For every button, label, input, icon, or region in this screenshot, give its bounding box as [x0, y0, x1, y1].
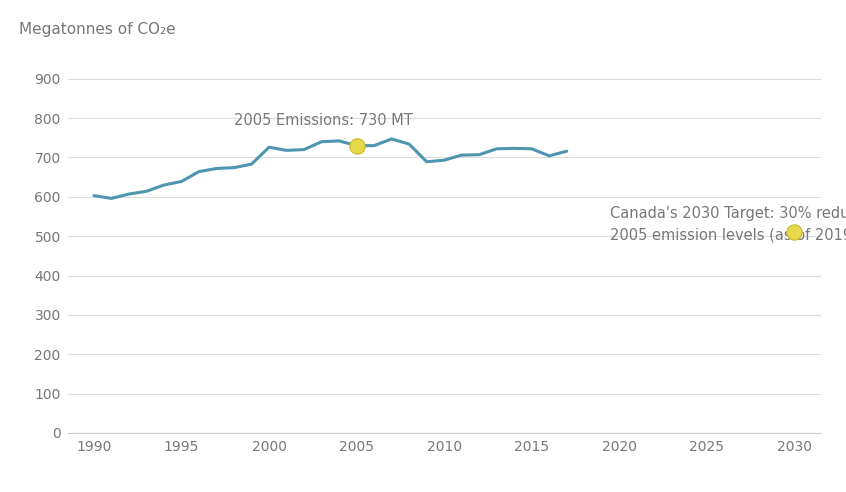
- Text: 2005 Emissions: 730 MT: 2005 Emissions: 730 MT: [234, 113, 413, 127]
- Text: Canada's 2030 Target: 30% reduction from
2005 emission levels (as of 2019, 511 M: Canada's 2030 Target: 30% reduction from…: [611, 206, 846, 243]
- Text: Megatonnes of CO₂e: Megatonnes of CO₂e: [19, 22, 175, 36]
